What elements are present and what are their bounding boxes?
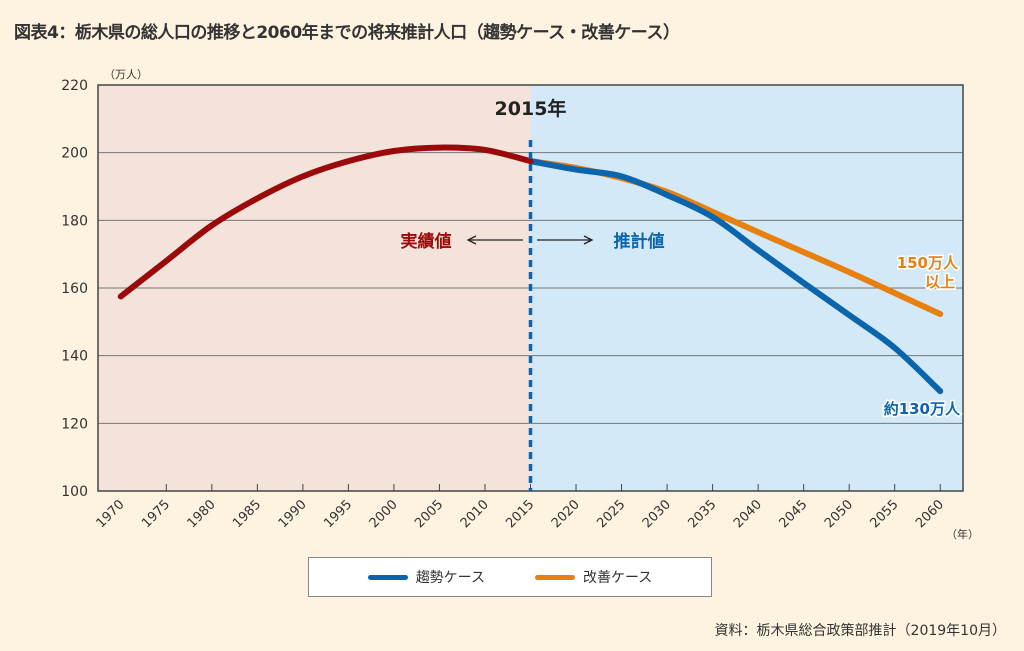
series-line-trend [527, 158, 944, 395]
x-tick-label: 2000 [367, 497, 401, 531]
x-tick-label: 1980 [185, 497, 219, 531]
legend-label-trend: 趨勢ケース [415, 570, 485, 586]
x-tick-label: 1985 [230, 497, 264, 531]
x-tick-label: 2025 [594, 497, 628, 531]
x-tick-label: 2060 [913, 497, 947, 531]
source-note: 資料：栃木県総合政策部推計（2019年10月） [714, 623, 1006, 639]
x-tick-label: 2015 [503, 497, 537, 531]
chart-title: 図表4：栃木県の総人口の推移と2060年までの将来推計人口（趨勢ケース・改善ケー… [14, 23, 680, 43]
x-tick-label: 2005 [412, 497, 446, 531]
x-tick-label: 2030 [640, 497, 674, 531]
y-tick-label: 100 [61, 484, 88, 500]
y-tick-label: 140 [61, 349, 88, 365]
legend: 趨勢ケース 改善ケース [308, 557, 712, 597]
y-tick-label: 160 [61, 281, 88, 297]
x-tick-label: 2020 [549, 497, 583, 531]
x-tick-label: 2035 [685, 497, 719, 531]
x-tick-label: 2010 [458, 497, 492, 531]
legend-item-trend: 趨勢ケース [367, 567, 485, 587]
arrow-right-icon [537, 235, 594, 245]
legend-swatch-improved [535, 574, 575, 580]
improved-end-label-1: 150万人 [897, 254, 959, 272]
arrow-left-icon [466, 235, 523, 245]
trend-end-label: 約130万人 [884, 400, 961, 418]
legend-swatch-trend [367, 574, 408, 580]
legend-item-improved: 改善ケース [535, 567, 652, 587]
x-tick-label: 2055 [868, 497, 902, 531]
legend-label-improved: 改善ケース [583, 570, 653, 586]
x-tick-label: 1990 [276, 497, 310, 531]
divider-label: 2015年 [495, 97, 567, 120]
improved-end-label-2: 以上 [925, 273, 955, 291]
x-tick-label: 2050 [822, 497, 856, 531]
x-unit-label: （年） [946, 527, 979, 541]
x-tick-label: 1970 [94, 497, 128, 531]
y-tick-label: 180 [61, 213, 88, 229]
y-tick-label: 200 [61, 146, 88, 162]
x-tick-label: 1995 [321, 497, 355, 531]
projection-label: 推計値 [614, 231, 665, 252]
y-unit-label: （万人） [104, 68, 148, 81]
series-line-actual [117, 144, 534, 300]
actual-label: 実績値 [401, 231, 452, 252]
x-tick-label: 2045 [776, 497, 810, 531]
x-tick-label: 2040 [731, 497, 765, 531]
y-tick-label: 220 [61, 78, 88, 94]
x-tick-label: 1975 [139, 497, 173, 531]
y-tick-label: 120 [61, 416, 88, 432]
